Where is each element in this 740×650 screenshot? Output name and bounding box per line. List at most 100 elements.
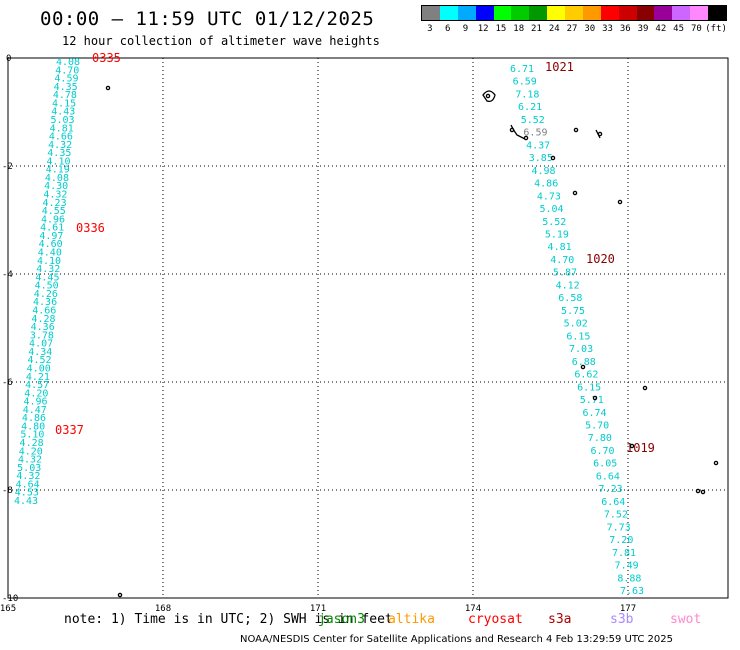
- wave-height-label: 4.66: [49, 132, 73, 143]
- wave-height-label: 7.23: [599, 484, 623, 495]
- pass-time-label: 0336: [76, 221, 105, 235]
- island-outline: [510, 124, 526, 140]
- legend-swatch: [457, 6, 476, 20]
- satellite-label: swot: [670, 612, 702, 627]
- wave-height-label: 4.73: [537, 191, 561, 202]
- island-outline: [105, 85, 111, 91]
- wave-height-label: 4.32: [43, 190, 67, 201]
- wave-height-label: 4.61: [40, 223, 64, 234]
- legend-label: 21: [531, 24, 542, 34]
- wave-height-label: 4.64: [16, 479, 40, 490]
- wave-height-label: 5.02: [564, 319, 588, 330]
- wave-height-label: 7.63: [620, 586, 644, 597]
- wave-height-label: 7.49: [615, 561, 639, 572]
- wave-height-label: 4.55: [42, 206, 66, 217]
- wave-height-label: 6.15: [566, 331, 590, 342]
- pass-time-label: 1021: [545, 60, 574, 74]
- wave-height-label: 4.32: [16, 471, 40, 482]
- legend-label: 36: [619, 24, 631, 34]
- y-tick-label: -6: [2, 378, 13, 388]
- legend-swatch: [582, 6, 601, 20]
- wave-height-label: 6.05: [593, 459, 617, 470]
- wave-height-label: 4.10: [37, 256, 61, 267]
- wave-height-label: 4.21: [26, 372, 50, 383]
- satellite-label: s3b: [610, 612, 634, 627]
- wave-height-label: 4.12: [556, 280, 580, 291]
- legend-label: 18: [513, 24, 525, 34]
- wave-height-label: 7.20: [609, 535, 633, 546]
- wave-height-label: 6.59: [523, 128, 547, 139]
- wave-height-label: 4.32: [18, 455, 42, 466]
- wave-height-label: 8.88: [617, 573, 641, 584]
- legend-swatch: [529, 6, 548, 20]
- wave-height-label: 7.80: [588, 433, 612, 444]
- wave-height-label: 5.03: [50, 115, 74, 126]
- wave-height-label: 4.70: [550, 255, 574, 266]
- wave-height-label: 4.53: [15, 488, 39, 499]
- legend-swatch: [600, 6, 619, 20]
- wave-height-label: 5.71: [580, 395, 604, 406]
- wave-height-label: 6.62: [574, 370, 598, 381]
- wave-height-label: 4.78: [53, 90, 77, 101]
- island-outline: [617, 199, 623, 205]
- wave-height-label: 3.85: [529, 153, 553, 164]
- island-outline: [482, 90, 496, 103]
- wave-height-label: 4.57: [25, 380, 49, 391]
- wave-height-label: 4.86: [534, 179, 558, 190]
- legend-swatch: [422, 6, 440, 20]
- x-tick-label: 168: [155, 604, 171, 614]
- legend-swatch: [475, 6, 494, 20]
- legend-label: 39: [637, 24, 649, 34]
- wave-height-label: 6.59: [513, 77, 537, 88]
- x-tick-label: 177: [620, 604, 636, 614]
- x-tick-label: 171: [310, 604, 326, 614]
- legend-label: 27: [566, 24, 578, 34]
- wave-height-legend: 3 6 9 12 15 18 21 24 27 30 33 36 39 42 45 70 (ft): [421, 5, 727, 39]
- wave-height-label: 4.36: [31, 322, 55, 333]
- satellite-label: altika: [388, 612, 435, 627]
- wave-height-label: 4.96: [24, 397, 48, 408]
- wave-height-label: 7.18: [515, 89, 539, 100]
- legend-label: 9: [462, 24, 469, 34]
- wave-height-label: 4.47: [23, 405, 47, 416]
- wave-height-label: 6.58: [558, 293, 582, 304]
- wave-height-label: 4.10: [46, 156, 70, 167]
- wave-height-label: 5.52: [542, 217, 566, 228]
- wave-height-label: 3.78: [30, 330, 54, 341]
- wave-height-label: 4.20: [19, 446, 43, 457]
- wave-height-label: 4.34: [28, 347, 52, 358]
- wave-height-label: 4.81: [50, 123, 74, 134]
- satellite-label: s3a: [548, 612, 572, 627]
- map-title: 00:00 – 11:59 UTC 01/12/2025: [40, 8, 375, 30]
- wave-height-label: 4.81: [548, 242, 572, 253]
- island-outline: [713, 460, 719, 466]
- wave-height-label: 4.08: [45, 173, 69, 184]
- wave-height-label: 7.81: [612, 548, 636, 559]
- wave-height-label: 4.98: [531, 166, 555, 177]
- wave-height-label: 5.19: [545, 230, 569, 241]
- y-tick-label: -10: [2, 594, 18, 604]
- legend-swatch: [618, 6, 637, 20]
- map-frame: [7, 57, 729, 599]
- island-outline: [592, 395, 598, 401]
- legend-label: 12: [477, 24, 489, 34]
- wave-height-label: 4.96: [41, 214, 65, 225]
- legend-swatch: [672, 6, 691, 20]
- wave-height-label: 4.32: [48, 140, 72, 151]
- footer-note: note: 1) Time is in UTC; 2) SWH is in fe…: [64, 612, 393, 627]
- wave-height-label: 4.86: [22, 413, 46, 424]
- wave-height-label: 4.15: [52, 98, 76, 109]
- legend-label: 33: [602, 24, 613, 34]
- wave-height-label: 4.40: [38, 248, 62, 259]
- wave-height-label: 4.60: [39, 239, 63, 250]
- y-tick-label: 0: [6, 54, 11, 64]
- legend-label: 24: [548, 24, 560, 34]
- island-outline: [580, 364, 586, 370]
- pass-time-label: 0337: [55, 423, 84, 437]
- legend-swatch: [493, 6, 512, 20]
- credit-line: NOAA/NESDIS Center for Satellite Applica…: [240, 634, 673, 645]
- legend-swatch: [565, 6, 583, 20]
- legend-label: 3: [427, 24, 433, 34]
- wave-height-label: 4.36: [33, 297, 57, 308]
